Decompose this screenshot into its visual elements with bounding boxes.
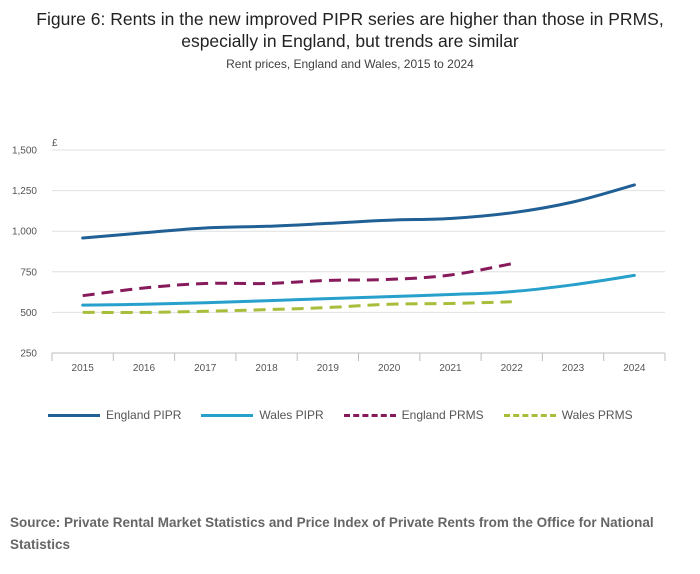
series-line-wales-prms	[82, 300, 512, 314]
legend-swatch	[48, 413, 100, 417]
legend-swatch	[503, 413, 556, 417]
source-note: Source: Private Rental Market Statistics…	[10, 515, 654, 552]
y-tick-label: 1,250	[12, 186, 37, 197]
legend-item: Wales PIPR	[201, 408, 324, 422]
x-tick-label: 2016	[133, 363, 156, 374]
y-tick-label: 250	[20, 349, 37, 360]
x-tick-label: 2023	[562, 363, 585, 374]
series-lines	[81, 183, 636, 314]
legend: England PIPR Wales PIPR England PRMS Wales …	[48, 408, 633, 422]
y-axis-label: £	[52, 138, 58, 149]
legend-item: England PRMS	[343, 408, 484, 422]
gridlines	[52, 149, 665, 354]
legend-swatch	[343, 413, 396, 417]
chart-title: Figure 6: Rents in the new improved PIPR…	[36, 9, 664, 51]
y-tick-label: 1,000	[12, 227, 37, 238]
legend-label: Wales PRMS	[561, 408, 633, 422]
series-line-england-pipr	[81, 183, 636, 240]
x-tick-label: 2021	[439, 363, 462, 374]
x-tick-label: 2017	[194, 363, 217, 374]
x-tick-label: 2024	[623, 363, 646, 374]
x-tick-label: 2019	[317, 363, 340, 374]
legend-item: England PIPR	[48, 408, 181, 422]
y-tick-label: 500	[20, 308, 37, 319]
legend-label: England PIPR	[106, 408, 182, 422]
x-tick-label: 2020	[378, 363, 401, 374]
series-line-england-prms	[82, 262, 513, 298]
legend-label: Wales PIPR	[259, 408, 324, 422]
chart-subtitle: Rent prices, England and Wales, 2015 to …	[226, 57, 474, 71]
y-tick-label: 1,500	[12, 146, 37, 157]
legend-item: Wales PRMS	[503, 408, 633, 422]
legend-label: England PRMS	[401, 408, 484, 422]
x-tick-label: 2022	[501, 363, 524, 374]
y-tick-label: 750	[20, 267, 37, 278]
y-axis: 250 500 750 1,000 1,250 1,500	[12, 146, 37, 360]
series-line-wales-pipr	[81, 273, 636, 307]
x-tick-label: 2015	[72, 363, 95, 374]
x-tick-label: 2018	[255, 363, 278, 374]
legend-swatch	[201, 413, 254, 417]
x-axis: 2015 2016 2017 2018 2019 2020 2021 2022 2023 2024	[51, 352, 666, 374]
